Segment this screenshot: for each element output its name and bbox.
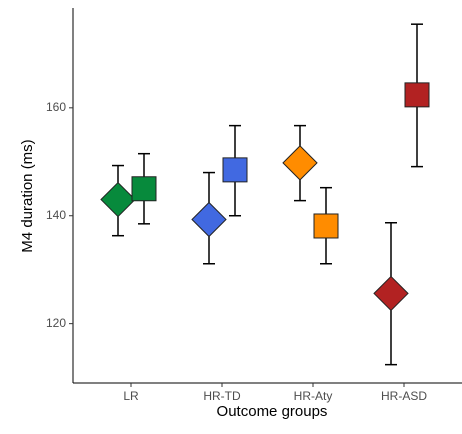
square-point	[404, 82, 430, 108]
x-tick-label: LR	[123, 389, 139, 403]
y-tick-label: 160	[46, 100, 66, 114]
diamond-point	[282, 145, 318, 181]
diamond-point	[191, 201, 227, 238]
y-tick-label: 120	[46, 316, 66, 330]
x-tick-label: HR-ASD	[381, 389, 427, 403]
y-axis-title: M4 duration (ms)	[19, 139, 36, 252]
square-point	[313, 213, 339, 239]
y-tick-label: 140	[46, 208, 66, 222]
square-point	[222, 157, 248, 183]
x-axis-title: Outcome groups	[217, 403, 328, 420]
square-point	[131, 176, 157, 202]
x-tick-label: HR-Aty	[294, 389, 333, 403]
diamond-point	[373, 275, 409, 312]
diamond-point	[100, 181, 136, 218]
x-tick-label: HR-TD	[203, 389, 241, 403]
